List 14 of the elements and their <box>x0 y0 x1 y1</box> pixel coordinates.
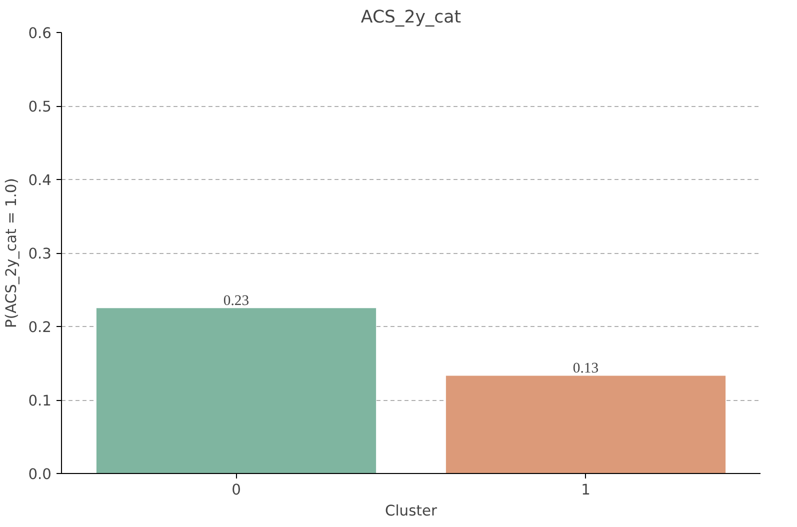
y-axis-title: P(ACS_2y_cat = 1.0) <box>3 178 20 328</box>
data-label: 0.23 <box>223 293 250 310</box>
y-tick-label: 0.4 <box>28 172 52 189</box>
x-tick-label: 0 <box>232 482 241 498</box>
y-tick-label: 0.0 <box>28 466 52 483</box>
y-tick-label: 0.2 <box>28 319 52 336</box>
y-tick-label: 0.6 <box>28 25 52 42</box>
chart-title: ACS_2y_cat <box>360 8 462 28</box>
data-label: 0.13 <box>572 360 599 377</box>
y-tick-label: 0.1 <box>28 392 52 410</box>
x-tick-label: 1 <box>581 482 590 498</box>
y-tick-label: 0.3 <box>28 246 52 262</box>
x-axis-title: Cluster <box>384 502 438 520</box>
y-tick-label: 0.5 <box>28 98 52 116</box>
